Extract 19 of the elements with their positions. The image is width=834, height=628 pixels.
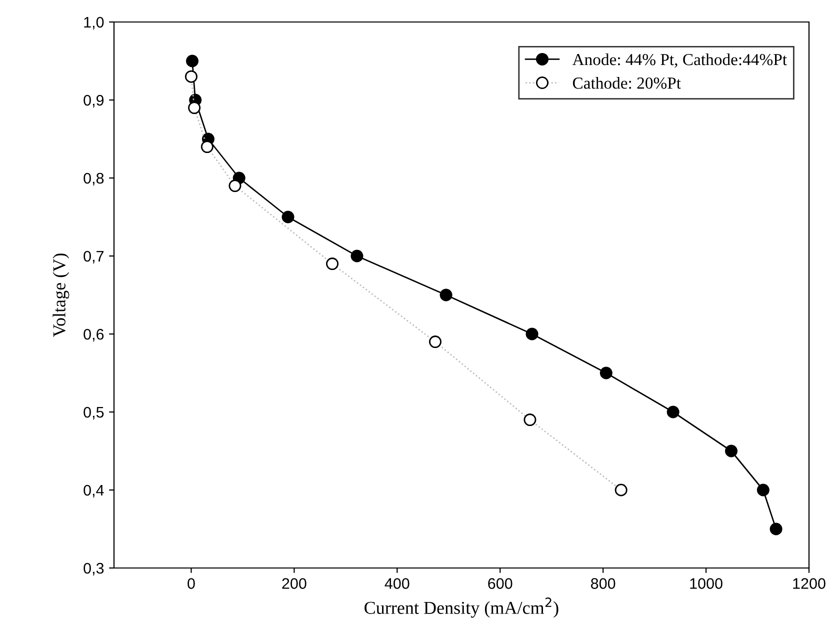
x-tick-label: 200	[282, 578, 306, 589]
y-tick-label: 1,0	[84, 16, 104, 30]
x-tick-label: 0	[188, 578, 195, 589]
legend-label: Cathode: 20%Pt	[572, 77, 681, 89]
y-tick-label: 0,7	[84, 250, 104, 264]
x-tick-label: 1000	[690, 578, 722, 589]
y-tick-label: 0,5	[84, 406, 104, 420]
y-tick-label: 0,4	[84, 484, 104, 498]
y-axis-title: Voltage (V)	[52, 254, 70, 337]
y-tick-label: 0,6	[84, 328, 104, 342]
x-tick-label: 1200	[793, 578, 826, 589]
y-tick-label: 0,9	[84, 94, 104, 108]
x-tick-label: 600	[488, 578, 512, 589]
y-tick-label: 0,8	[84, 172, 104, 186]
y-tick-label: 0,3	[84, 562, 104, 576]
x-tick-label: 400	[384, 578, 410, 589]
x-axis-title: Current Density (mA/cm$^{2}$)	[364, 598, 558, 618]
x-tick-label: 800	[590, 578, 616, 589]
legend-label: Anode: 44% Pt, Cathode:44%Pt	[572, 53, 787, 68]
